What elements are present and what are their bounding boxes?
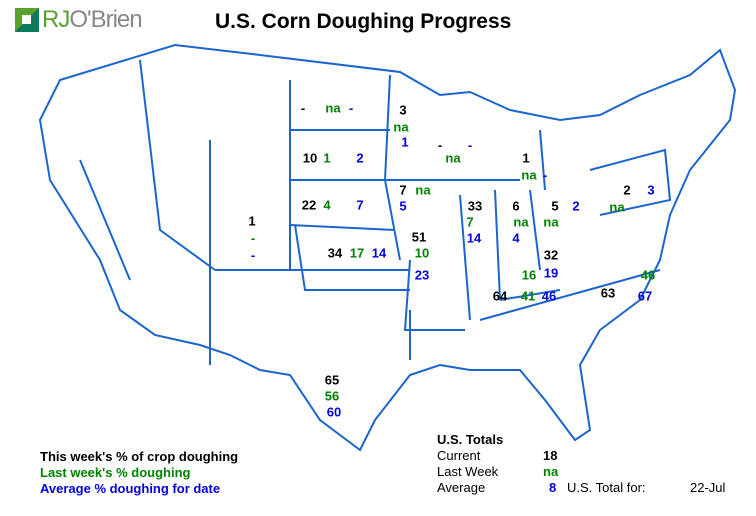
state-ne-average: 7 [356,197,364,213]
state-in-average: 4 [512,230,520,246]
state-wi-current: - [437,137,443,153]
state-mn-last-week: na [393,119,409,135]
state-il-current: 33 [467,198,483,214]
state-ne-current: 22 [301,197,317,213]
totals-heading: U.S. Totals [437,432,504,447]
state-mo-current: 51 [411,229,427,245]
legend-last-week: Last week's % doughing [40,465,191,480]
state-pa-last-week: na [609,199,625,215]
legend-average: Average % doughing for date [40,481,221,496]
state-ks-average: 14 [371,245,387,261]
state-oh-current: 5 [551,198,559,214]
totals-average: 8 [549,480,557,495]
state-nd-last-week: na [325,100,341,116]
state-sd-average: 2 [356,150,364,166]
state-ia-current: 7 [399,182,407,198]
page-title: U.S. Corn Doughing Progress [215,10,512,33]
state-tx-last-week: 56 [324,388,340,404]
totals-current: 18 [543,448,558,463]
totals-last-week: na [543,464,559,479]
state-ia-last-week: na [415,182,431,198]
state-in-last-week: na [513,214,529,230]
totals-average-label: Average [437,480,486,495]
totals-current-label: Current [437,448,481,463]
state-tn-last-week: 41 [520,288,536,304]
state-ne-last-week: 4 [323,197,331,213]
state-ks-current: 34 [327,245,343,261]
state-oh-average: 2 [572,198,580,214]
totals-date-label: U.S. Total for: [567,480,646,495]
state-ky-last-week: 16 [521,267,537,283]
state-nd-current: - [300,100,306,116]
state-co-current: 1 [248,213,256,229]
state-ky-average: 19 [543,265,559,281]
state-borders [79,59,672,365]
state-tx-average: 60 [326,404,342,420]
state-mi-average: - [542,167,548,183]
state-mi-current: 1 [522,150,530,166]
state-mn-average: 1 [401,134,409,150]
state-oh-last-week: na [543,214,559,230]
state-nc-last-week: 46 [640,267,656,283]
state-co-last-week: - [250,230,256,246]
state-in-current: 6 [512,198,520,214]
logo-mark-icon [15,8,39,32]
state-ia-average: 5 [399,198,407,214]
state-mo-average: 23 [414,267,430,283]
legend-current: This week's % of crop doughing [40,449,239,464]
state-nd-average: - [348,100,354,116]
state-il-average: 14 [466,230,482,246]
state-wi-average: - [467,137,473,153]
state-mn-current: 3 [399,102,407,118]
state-ks-last-week: 17 [349,245,365,261]
state-pa-average: 3 [647,182,655,198]
state-pa-current: 2 [623,182,631,198]
us-outline [38,43,737,452]
state-sd-current: 10 [302,150,318,166]
state-tx-current: 65 [324,372,340,388]
state-mo-last-week: 10 [414,245,430,261]
state-sd-last-week: 1 [323,150,331,166]
state-il-last-week: 7 [466,214,474,230]
state-ky-current: 32 [543,247,559,263]
state-tn-average: 46 [541,288,557,304]
state-mi-last-week: na [521,167,537,183]
state-nc-average: 67 [637,288,653,304]
state-wi-last-week: na [445,150,461,166]
state-tn-current: 64 [492,288,508,304]
totals-last-week-label: Last Week [437,464,499,479]
rjobrien-logo: RJO'Brien [15,6,143,34]
state-nc-current: 63 [600,285,616,301]
totals-date: 22-Jul [690,480,726,495]
state-co-average: - [250,247,256,263]
